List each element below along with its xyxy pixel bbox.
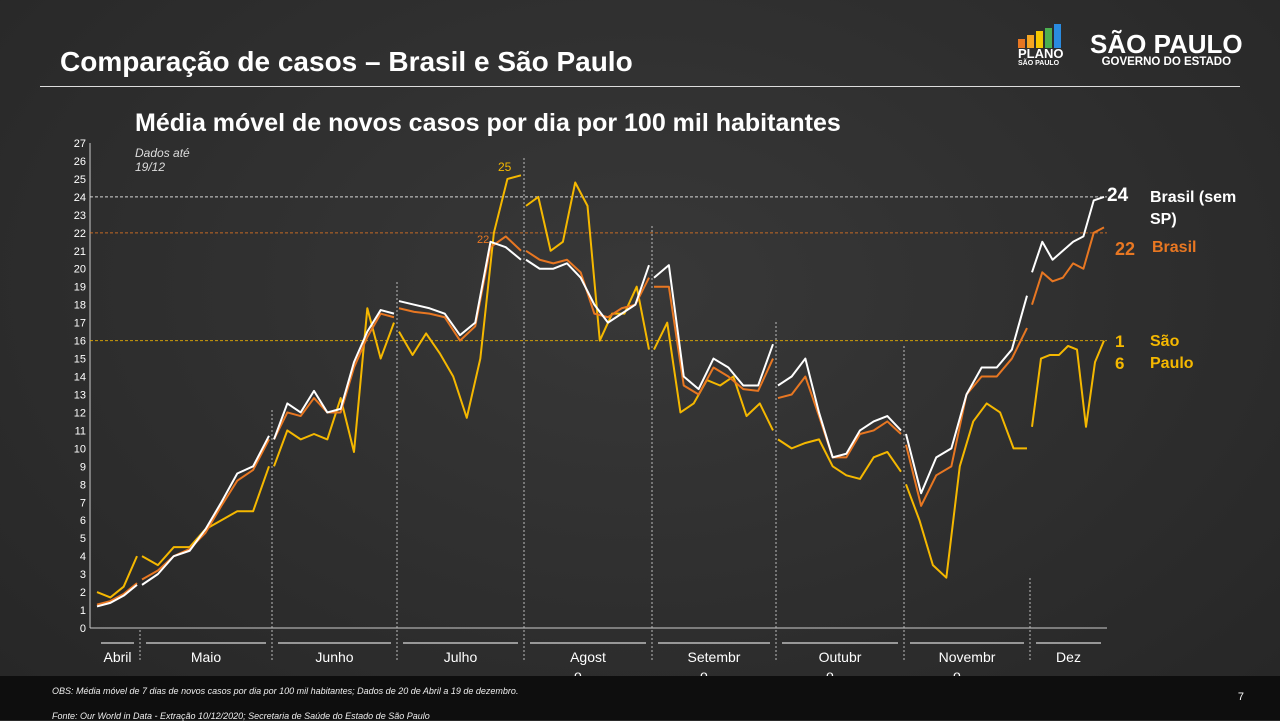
footer-obs: OBS: Média móvel de 7 dias de novos caso… <box>52 686 519 696</box>
y-tick-label: 19 <box>74 282 86 294</box>
series-line-brasil <box>1031 226 1105 305</box>
legend-sao-paulo: São Paulo <box>1150 333 1194 372</box>
y-tick-label: 14 <box>74 372 86 384</box>
footer-source: Fonte: Our World in Data - Extração 10/1… <box>52 711 430 721</box>
month-label: Novembr <box>939 649 996 665</box>
y-tick-label: 23 <box>74 210 86 222</box>
page-title: Comparação de casos – Brasil e São Paulo <box>60 46 633 77</box>
y-tick-label: 25 <box>74 174 86 186</box>
series-line-brasil-sem-sp- <box>525 258 650 324</box>
series-line-s-o-paulo <box>525 181 650 350</box>
series-line-s-o-paulo <box>96 555 138 599</box>
y-tick-label: 20 <box>74 264 86 276</box>
label-brasil-value: 22 <box>1115 239 1136 259</box>
month-label: Agost <box>570 649 606 665</box>
title-divider <box>40 86 1240 87</box>
month-label: Abril <box>103 649 131 665</box>
series-line-s-o-paulo <box>1031 340 1105 428</box>
footer: OBS: Média móvel de 7 dias de novos caso… <box>0 676 1280 721</box>
y-tick-label: 4 <box>80 551 86 563</box>
y-tick-label: 0 <box>80 623 86 635</box>
series-line-brasil-sem-sp- <box>141 435 270 586</box>
month-label: Julho <box>444 649 478 665</box>
month-label-wrap: o <box>574 667 582 683</box>
series-line-s-o-paulo <box>653 321 774 431</box>
y-tick-label: 26 <box>74 156 86 168</box>
series-line-brasil-sem-sp- <box>96 584 138 608</box>
y-tick-label: 18 <box>74 300 86 312</box>
series-line-brasil-sem-sp- <box>777 357 902 459</box>
y-tick-label: 10 <box>74 443 86 455</box>
y-tick-label: 11 <box>75 425 86 437</box>
month-label-wrap: o <box>953 667 961 683</box>
y-tick-label: 8 <box>80 479 86 491</box>
y-tick-label: 1 <box>80 605 86 617</box>
series-line-s-o-paulo <box>141 466 270 567</box>
y-tick-label: 21 <box>74 246 86 258</box>
y-tick-label: 15 <box>74 354 86 366</box>
y-tick-label: 27 <box>74 138 86 150</box>
month-label-wrap: o <box>826 667 834 683</box>
series-line-brasil <box>654 285 774 396</box>
page-number: 7 <box>1237 691 1244 703</box>
series-line-s-o-paulo <box>398 174 522 419</box>
month-label: Junho <box>315 649 353 665</box>
month-label-wrap: o <box>700 667 708 683</box>
month-label: Setembr <box>688 649 741 665</box>
y-tick-label: 3 <box>80 569 86 581</box>
legend-brasil: Brasil <box>1152 239 1197 256</box>
series-line-brasil-sem-sp- <box>1031 195 1105 273</box>
chart-title: Média móvel de novos casos por dia por 1… <box>135 109 841 137</box>
series-line-brasil <box>96 582 138 606</box>
y-tick-label: 2 <box>80 587 86 599</box>
label-sp-value: 16 <box>1115 332 1125 373</box>
legend-brasil-sem-sp: Brasil (sem SP) <box>1150 189 1237 228</box>
plano-sp-logo: PLANO SÃO PAULO <box>1018 24 1064 67</box>
y-tick-label: 13 <box>74 389 86 401</box>
series-line-brasil <box>141 438 270 581</box>
peak-label-brasil: 22 <box>477 234 490 246</box>
month-label: Dez <box>1056 649 1081 665</box>
month-label: Maio <box>191 649 222 665</box>
series-line-s-o-paulo <box>273 307 395 467</box>
series-line-brasil <box>777 375 902 459</box>
month-label: Outubr <box>819 649 862 665</box>
data-date-note: Dados até 19/12 <box>135 146 190 175</box>
y-tick-label: 24 <box>74 192 86 204</box>
y-tick-label: 5 <box>80 533 86 545</box>
peak-label-sp: 25 <box>498 160 512 174</box>
series-line-brasil-sem-sp- <box>398 240 522 337</box>
series-line-s-o-paulo <box>905 402 1027 579</box>
series-line-brasil-sem-sp- <box>905 295 1028 495</box>
series-line-s-o-paulo <box>777 438 902 480</box>
label-brasil-sem-sp-value: 24 <box>1107 185 1129 206</box>
series-line-brasil-sem-sp- <box>653 264 774 391</box>
series-line-brasil <box>273 312 395 440</box>
y-tick-label: 17 <box>74 318 86 330</box>
y-tick-label: 7 <box>80 497 86 509</box>
y-tick-label: 22 <box>74 228 86 240</box>
y-tick-label: 9 <box>80 461 86 473</box>
series-line-brasil-sem-sp- <box>273 309 395 440</box>
governo-sp-logo: SÃO PAULO GOVERNO DO ESTADO <box>1090 29 1243 68</box>
series-line-brasil <box>398 235 522 342</box>
y-tick-label: 16 <box>74 336 86 348</box>
y-tick-label: 6 <box>80 515 86 527</box>
y-tick-label: 12 <box>74 407 86 419</box>
